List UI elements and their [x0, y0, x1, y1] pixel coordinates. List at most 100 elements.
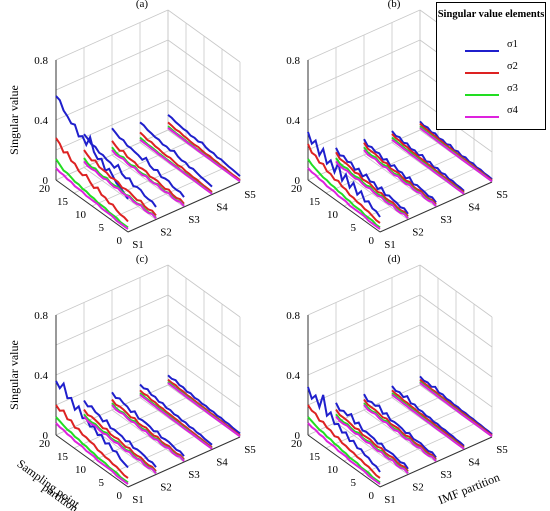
- series-line: [139, 138, 213, 195]
- series-line: [83, 160, 157, 220]
- z-tick-label: 0.8: [286, 55, 300, 67]
- z-tick-label: 0.8: [286, 310, 300, 322]
- legend-swatch: [465, 94, 499, 96]
- series-line: [419, 127, 493, 183]
- series-line: [111, 149, 185, 207]
- legend-title: Singular value elements: [437, 9, 545, 20]
- panel-subtitle: (c): [136, 253, 149, 265]
- legend-label: σ2: [507, 61, 518, 72]
- x-tick-label: 15: [309, 451, 321, 463]
- x-axis-line: [55, 434, 129, 488]
- series-line: [363, 398, 437, 460]
- s-tick-label: S3: [188, 469, 200, 481]
- s-axis-line: [379, 181, 493, 233]
- series-line: [391, 130, 465, 192]
- series-line: [111, 140, 185, 205]
- s-tick-label: S2: [412, 227, 424, 239]
- x-tick-label: 0: [117, 235, 123, 247]
- series-line: [139, 389, 213, 449]
- series-line: [335, 151, 409, 217]
- legend-swatch: [465, 116, 499, 118]
- series-line: [167, 121, 241, 181]
- z-tick-label: 0.8: [34, 310, 48, 322]
- series-line: [139, 393, 213, 450]
- grid-line: [109, 168, 223, 220]
- y-axis-label: Singular value: [7, 85, 21, 155]
- series-line: [307, 404, 381, 479]
- s-tick-label: S1: [132, 239, 144, 251]
- x-tick-label: 15: [57, 451, 69, 463]
- grid-line: [361, 423, 475, 475]
- series-line: [111, 398, 185, 460]
- grid-line: [73, 397, 187, 449]
- s-tick-label: S4: [468, 202, 480, 214]
- series-line: [83, 133, 157, 208]
- s-tick-label: S5: [244, 444, 256, 456]
- series-line: [363, 404, 437, 462]
- x-tick-label: 5: [351, 477, 357, 489]
- series-line: [391, 389, 465, 449]
- s-axis-line: [379, 436, 493, 488]
- x-tick-label: 5: [99, 477, 105, 489]
- series-line: [55, 422, 129, 485]
- series-line: [335, 402, 409, 470]
- series-line: [335, 415, 409, 475]
- series-line: [167, 374, 241, 435]
- series-line: [307, 416, 381, 484]
- s-tick-label: S5: [496, 189, 508, 201]
- series-line: [111, 146, 185, 207]
- series-line: [307, 167, 381, 230]
- s-tick-label: S5: [244, 189, 256, 201]
- x-tick-label: 10: [327, 464, 339, 476]
- series-line: [55, 158, 129, 229]
- x-tick-label: 10: [75, 209, 87, 221]
- grid-line: [55, 129, 169, 181]
- legend-swatch: [465, 72, 499, 74]
- x-tick-label: 15: [309, 196, 321, 208]
- grid-line: [325, 142, 439, 194]
- x-tick-label: 20: [39, 438, 51, 450]
- series-line: [419, 120, 493, 181]
- x-tick-label: 10: [327, 209, 339, 221]
- s-tick-label: S1: [384, 494, 396, 506]
- series-line: [335, 409, 409, 472]
- x-tick-label: 20: [291, 183, 303, 195]
- series-line: [83, 399, 157, 468]
- series-line: [307, 143, 381, 224]
- series-line: [391, 133, 465, 194]
- series-line: [55, 137, 129, 223]
- x-tick-label: 15: [57, 196, 69, 208]
- series-line: [307, 422, 381, 485]
- panel-subtitle: (d): [388, 253, 401, 265]
- panel-subtitle: (b): [388, 0, 401, 10]
- series-line: [167, 114, 241, 177]
- series-line: [167, 127, 241, 183]
- series-line: [307, 131, 381, 218]
- s-tick-label: S3: [440, 469, 452, 481]
- z-tick-label: 0: [295, 175, 301, 187]
- z-tick-label: 0.4: [286, 370, 300, 382]
- legend-item: σ1: [437, 39, 547, 67]
- series-line: [139, 131, 213, 193]
- s-tick-label: S2: [160, 227, 172, 239]
- z-tick-label: 0.4: [286, 115, 300, 127]
- s-tick-label: S1: [384, 239, 396, 251]
- panel-subtitle: (a): [136, 0, 149, 10]
- x-tick-label: 10: [75, 464, 87, 476]
- x-axis-line: [55, 179, 129, 233]
- s-tick-label: S2: [160, 482, 172, 494]
- grid-line: [109, 423, 223, 475]
- x-tick-label: 5: [99, 222, 105, 234]
- series-line: [139, 121, 213, 188]
- series-line: [55, 416, 129, 484]
- grid-line: [91, 155, 205, 207]
- legend-swatch: [465, 50, 499, 52]
- x-tick-label: 5: [351, 222, 357, 234]
- series-line: [419, 375, 493, 436]
- x-tick-label: 0: [117, 490, 123, 502]
- grid-line: [325, 397, 439, 449]
- series-line: [419, 382, 493, 438]
- s-tick-label: S4: [216, 457, 228, 469]
- z-tick-label: 0: [43, 430, 49, 442]
